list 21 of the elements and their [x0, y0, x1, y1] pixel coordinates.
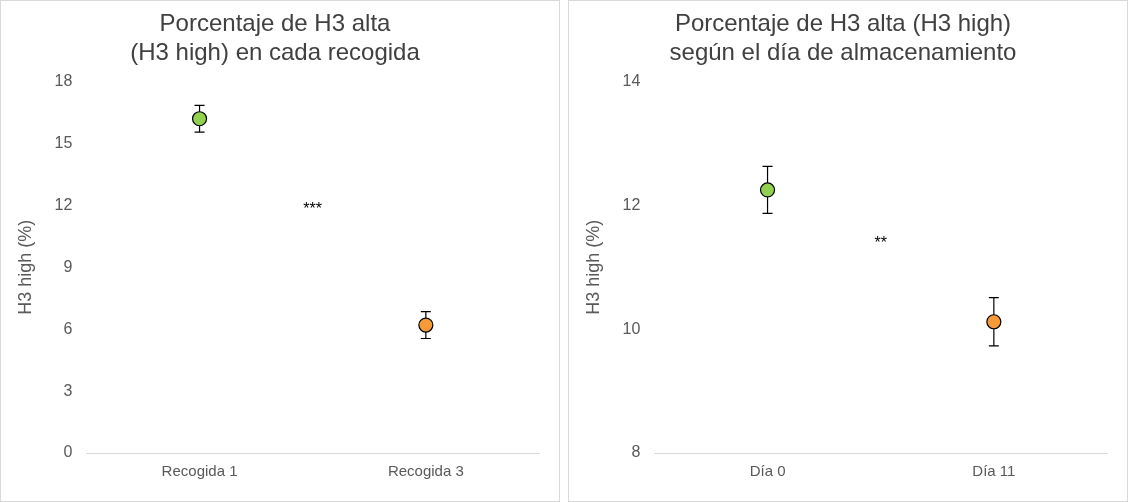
x-tick-label: Recogida 1	[161, 462, 238, 480]
x-tick-label: Día 11	[972, 462, 1016, 480]
y-tick-label: 14	[622, 72, 641, 90]
chart-title: Porcentaje de H3 alta (H3 high) según el día de almacenamiento	[669, 9, 1017, 65]
y-tick-label: 10	[622, 319, 641, 337]
x-tick-label: Día 0	[749, 462, 786, 480]
y-tick-label: 9	[63, 257, 73, 275]
y-tick-label: 6	[63, 319, 73, 337]
y-tick-label: 8	[631, 443, 641, 461]
y-tick-label: 18	[54, 72, 73, 90]
annotation: ***	[303, 200, 323, 218]
annotation: **	[874, 234, 887, 252]
y-tick-label: 15	[54, 133, 73, 151]
y-axis-title: H3 high (%)	[582, 219, 603, 315]
y-tick-label: 12	[54, 195, 73, 213]
x-tick-label: Recogida 3	[387, 462, 464, 480]
y-axis-title: H3 high (%)	[14, 219, 35, 315]
y-tick-label: 3	[63, 381, 73, 399]
y-tick-label: 0	[63, 443, 73, 461]
chart-title: Porcentaje de H3 alta (H3 high) en cada recogida	[130, 9, 421, 65]
y-tick-label: 12	[622, 195, 641, 213]
